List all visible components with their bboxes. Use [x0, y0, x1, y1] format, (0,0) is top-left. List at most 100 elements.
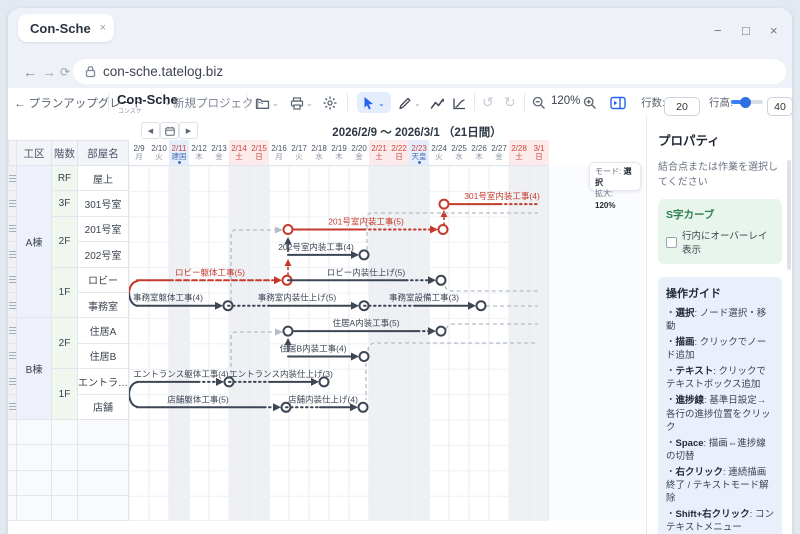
browser-back-button[interactable]: ← — [23, 64, 37, 80]
task-start-node[interactable] — [282, 325, 294, 337]
date-header-cell[interactable]: 2/25 水 — [449, 140, 469, 166]
zone-cell[interactable]: A棟 — [17, 166, 52, 319]
date-header-cell[interactable]: 3/1 日 — [529, 140, 549, 166]
task-start-node[interactable] — [438, 198, 450, 210]
room-cell[interactable]: 店舗 — [78, 394, 129, 420]
room-cell[interactable]: エントラ… — [78, 369, 129, 395]
room-cell[interactable]: 201号室 — [78, 216, 129, 243]
task-end-node[interactable] — [357, 401, 369, 413]
date-prev-button[interactable]: ◀ — [141, 122, 160, 139]
room-cell[interactable]: 事務室 — [78, 293, 129, 319]
draw-tool-button[interactable] — [396, 94, 414, 112]
date-header-cell[interactable]: 2/16 月 — [269, 140, 289, 166]
dependency-connector[interactable] — [230, 229, 278, 301]
task-end-node[interactable] — [435, 274, 447, 286]
redo-button[interactable]: ↻ — [504, 94, 516, 110]
floor-cell[interactable]: 2F — [52, 318, 78, 370]
row-height-slider[interactable] — [731, 96, 763, 108]
room-cell[interactable]: 202号室 — [78, 242, 129, 268]
open-file-chevron-icon[interactable]: ⌄ — [272, 99, 279, 108]
room-cell[interactable]: 301号室 — [78, 191, 129, 217]
dependency-connector[interactable] — [366, 212, 538, 250]
date-header-cell[interactable]: 2/13 金 — [209, 140, 229, 166]
address-bar[interactable]: con-sche.tatelog.biz — [73, 59, 786, 84]
browser-reload-button[interactable]: ⟳ — [60, 65, 71, 79]
undo-button[interactable]: ↺ — [482, 94, 494, 110]
browser-tab[interactable]: Con-Sche × — [18, 14, 114, 42]
row-count-input[interactable] — [664, 97, 700, 116]
row-drag-handle[interactable] — [8, 369, 17, 395]
select-tool-button[interactable] — [359, 94, 377, 112]
settings-button[interactable] — [321, 94, 339, 112]
zoom-out-button[interactable] — [530, 94, 548, 112]
row-drag-handle[interactable] — [8, 343, 17, 370]
date-header-cell[interactable]: 2/15 日 — [249, 140, 269, 166]
date-header-cell[interactable]: 2/20 金 — [349, 140, 369, 166]
dependency-connector[interactable] — [444, 285, 538, 292]
dependency-connector[interactable] — [367, 342, 538, 352]
print-button[interactable] — [288, 94, 306, 112]
floor-cell[interactable]: 1F — [52, 369, 78, 420]
floor-cell[interactable]: 1F — [52, 267, 78, 319]
task-end-node[interactable] — [358, 249, 370, 261]
draw-tool-chevron-icon[interactable]: ⌄ — [414, 99, 421, 108]
room-cell[interactable]: ロビー — [78, 267, 129, 293]
room-cell[interactable]: 住居B — [78, 343, 129, 370]
browser-forward-button[interactable]: → — [42, 64, 56, 80]
date-today-button[interactable] — [160, 122, 179, 139]
dependency-connector[interactable] — [445, 323, 538, 330]
row-drag-handle[interactable] — [8, 267, 17, 293]
date-header-cell[interactable]: 2/26 木 — [469, 140, 489, 166]
toggle-panel-button[interactable] — [609, 94, 627, 112]
tab-close-icon[interactable]: × — [99, 22, 106, 34]
panel-scrollbar[interactable] — [787, 160, 791, 270]
task-start-node[interactable] — [282, 224, 294, 235]
row-drag-handle[interactable] — [8, 191, 17, 217]
task-end-node[interactable] — [318, 376, 330, 388]
date-header-cell[interactable]: 2/21 土 — [369, 140, 389, 166]
date-header-cell[interactable]: 2/24 火 — [429, 140, 449, 166]
s-curve-tool-button[interactable] — [450, 94, 468, 112]
date-next-button[interactable]: ▶ — [179, 122, 198, 139]
date-header-cell[interactable]: 2/27 金 — [489, 140, 509, 166]
date-header-cell[interactable]: 2/11 建国 — [169, 140, 189, 166]
room-cell[interactable]: 屋上 — [78, 166, 129, 192]
task-end-node[interactable] — [437, 224, 449, 235]
row-drag-handle[interactable] — [8, 166, 17, 192]
row-drag-handle[interactable] — [8, 293, 17, 319]
date-header-cell[interactable]: 2/17 火 — [289, 140, 309, 166]
row-height-slider-knob[interactable] — [740, 96, 751, 108]
zoom-in-button[interactable] — [581, 94, 599, 112]
date-header-cell[interactable]: 2/28 土 — [509, 140, 529, 166]
floor-cell[interactable]: 3F — [52, 191, 78, 217]
task-end-node[interactable] — [475, 300, 487, 312]
room-cell[interactable]: 住居A — [78, 318, 129, 344]
row-drag-handle[interactable] — [8, 394, 17, 420]
open-file-button[interactable] — [253, 94, 271, 112]
date-header-cell[interactable]: 2/22 日 — [389, 140, 409, 166]
date-header-cell[interactable]: 2/23 天皇 — [409, 140, 429, 166]
progress-line-tool-button[interactable] — [428, 94, 446, 112]
date-header-cell[interactable]: 2/9 月 — [129, 140, 149, 166]
row-drag-handle[interactable] — [8, 216, 17, 243]
select-tool-chevron-icon[interactable]: ⌄ — [378, 99, 385, 108]
gantt-chart-canvas[interactable]: 301号室内装工事(4) 201号室内装工事(5) 202号室内装工事(4) ロビー躯… — [129, 166, 549, 521]
task-end-node[interactable] — [435, 325, 447, 337]
plan-upgrade-link[interactable]: ← プランアップグレード — [14, 98, 144, 110]
task-end-node[interactable] — [358, 351, 370, 362]
window-minimize-button[interactable]: − — [714, 23, 722, 38]
dependency-connector[interactable] — [230, 331, 278, 374]
zone-cell[interactable]: B棟 — [17, 318, 52, 420]
date-header-cell[interactable]: 2/14 土 — [229, 140, 249, 166]
date-header-cell[interactable]: 2/12 木 — [189, 140, 209, 166]
floor-cell[interactable]: 2F — [52, 216, 78, 268]
row-drag-handle[interactable] — [8, 242, 17, 268]
date-header-cell[interactable]: 2/19 木 — [329, 140, 349, 166]
date-header-cell[interactable]: 2/18 水 — [309, 140, 329, 166]
window-maximize-button[interactable]: □ — [742, 23, 750, 38]
print-chevron-icon[interactable]: ⌄ — [306, 99, 313, 108]
row-height-input[interactable] — [767, 97, 793, 116]
window-close-button[interactable]: × — [770, 23, 778, 38]
floor-cell[interactable]: RF — [52, 166, 78, 192]
overlay-checkbox[interactable] — [666, 236, 677, 248]
